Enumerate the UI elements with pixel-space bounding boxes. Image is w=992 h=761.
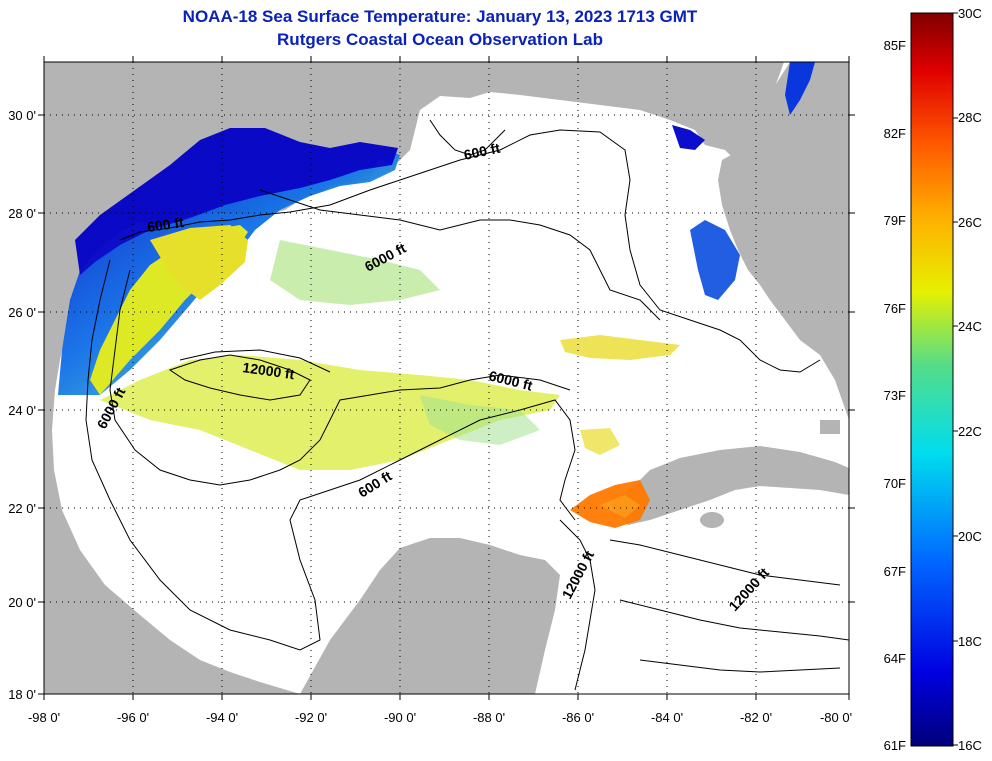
colorbar-f-label: 64F <box>884 651 906 666</box>
land-bahamas <box>820 420 840 434</box>
colorbar-f-label: 73F <box>884 388 906 403</box>
lon-label: -96 0' <box>117 710 149 725</box>
bathymetry-contours <box>85 119 849 691</box>
lat-label: 22 0' <box>8 501 36 516</box>
colorbar-f-label: 76F <box>884 301 906 316</box>
land-yucatan <box>300 538 560 694</box>
colorbar <box>910 12 954 747</box>
lat-label: 30 0' <box>8 108 36 123</box>
colorbar-c-label: 30C <box>958 6 982 21</box>
land-isla-juventud <box>700 512 724 528</box>
colorbar-c-label: 18C <box>958 634 982 649</box>
lon-label: -86 0' <box>562 710 594 725</box>
land-cuba <box>610 446 849 525</box>
lat-label: 24 0' <box>8 403 36 418</box>
land-florida <box>718 62 849 420</box>
contour-label-600ft: 600 ft <box>462 140 501 163</box>
map-subtitle: Rutgers Coastal Ocean Observation Lab <box>277 30 603 49</box>
lat-label: 20 0' <box>8 595 36 610</box>
lon-label: -98 0' <box>28 710 60 725</box>
colorbar-f-label: 79F <box>884 213 906 228</box>
lon-label: -80 0' <box>820 710 852 725</box>
land-usa-mexico <box>44 62 849 694</box>
lat-label: 18 0' <box>8 687 36 702</box>
colorbar-f-label: 82F <box>884 126 906 141</box>
sst-patches <box>58 62 815 528</box>
contour-label-12000ft: 12000 ft <box>242 359 296 382</box>
colorbar-f-label: 70F <box>884 476 906 491</box>
colorbar-ticks <box>953 12 958 746</box>
colorbar-c-label: 22C <box>958 424 982 439</box>
lat-label: 26 0' <box>8 305 36 320</box>
colorbar-f-label: 85F <box>884 38 906 53</box>
colorbar-c-label: 24C <box>958 319 982 334</box>
latitude-labels: 30 0' 28 0' 26 0' 24 0' 22 0' 20 0' 18 0… <box>8 108 36 702</box>
colorbar-c-label: 20C <box>958 529 982 544</box>
map-title: NOAA-18 Sea Surface Temperature: January… <box>182 7 698 26</box>
longitude-labels: -98 0' -96 0' -94 0' -92 0' -90 0' -88 0… <box>28 710 852 725</box>
lon-label: -94 0' <box>206 710 238 725</box>
lon-label: -88 0' <box>473 710 505 725</box>
axis-ticks <box>38 56 855 700</box>
colorbar-c-label: 16C <box>958 738 982 753</box>
colorbar-c-label: 26C <box>958 215 982 230</box>
lon-label: -90 0' <box>384 710 416 725</box>
colorbar-f-label: 67F <box>884 564 906 579</box>
colorbar-c-label: 28C <box>958 110 982 125</box>
colorbar-celsius-labels: 30C 28C 26C 24C 22C 20C 18C 16C <box>958 6 982 753</box>
contour-label-600ft: 600 ft <box>146 214 185 235</box>
land-masses <box>44 62 849 694</box>
map-border <box>43 61 850 695</box>
lat-label: 28 0' <box>8 206 36 221</box>
graticule <box>44 62 849 694</box>
lon-label: -82 0' <box>740 710 772 725</box>
lon-label: -92 0' <box>295 710 327 725</box>
colorbar-f-label: 61F <box>884 738 906 753</box>
lon-label: -84 0' <box>651 710 683 725</box>
colorbar-fahrenheit-labels: 85F 82F 79F 76F 73F 70F 67F 64F 61F <box>884 38 906 753</box>
